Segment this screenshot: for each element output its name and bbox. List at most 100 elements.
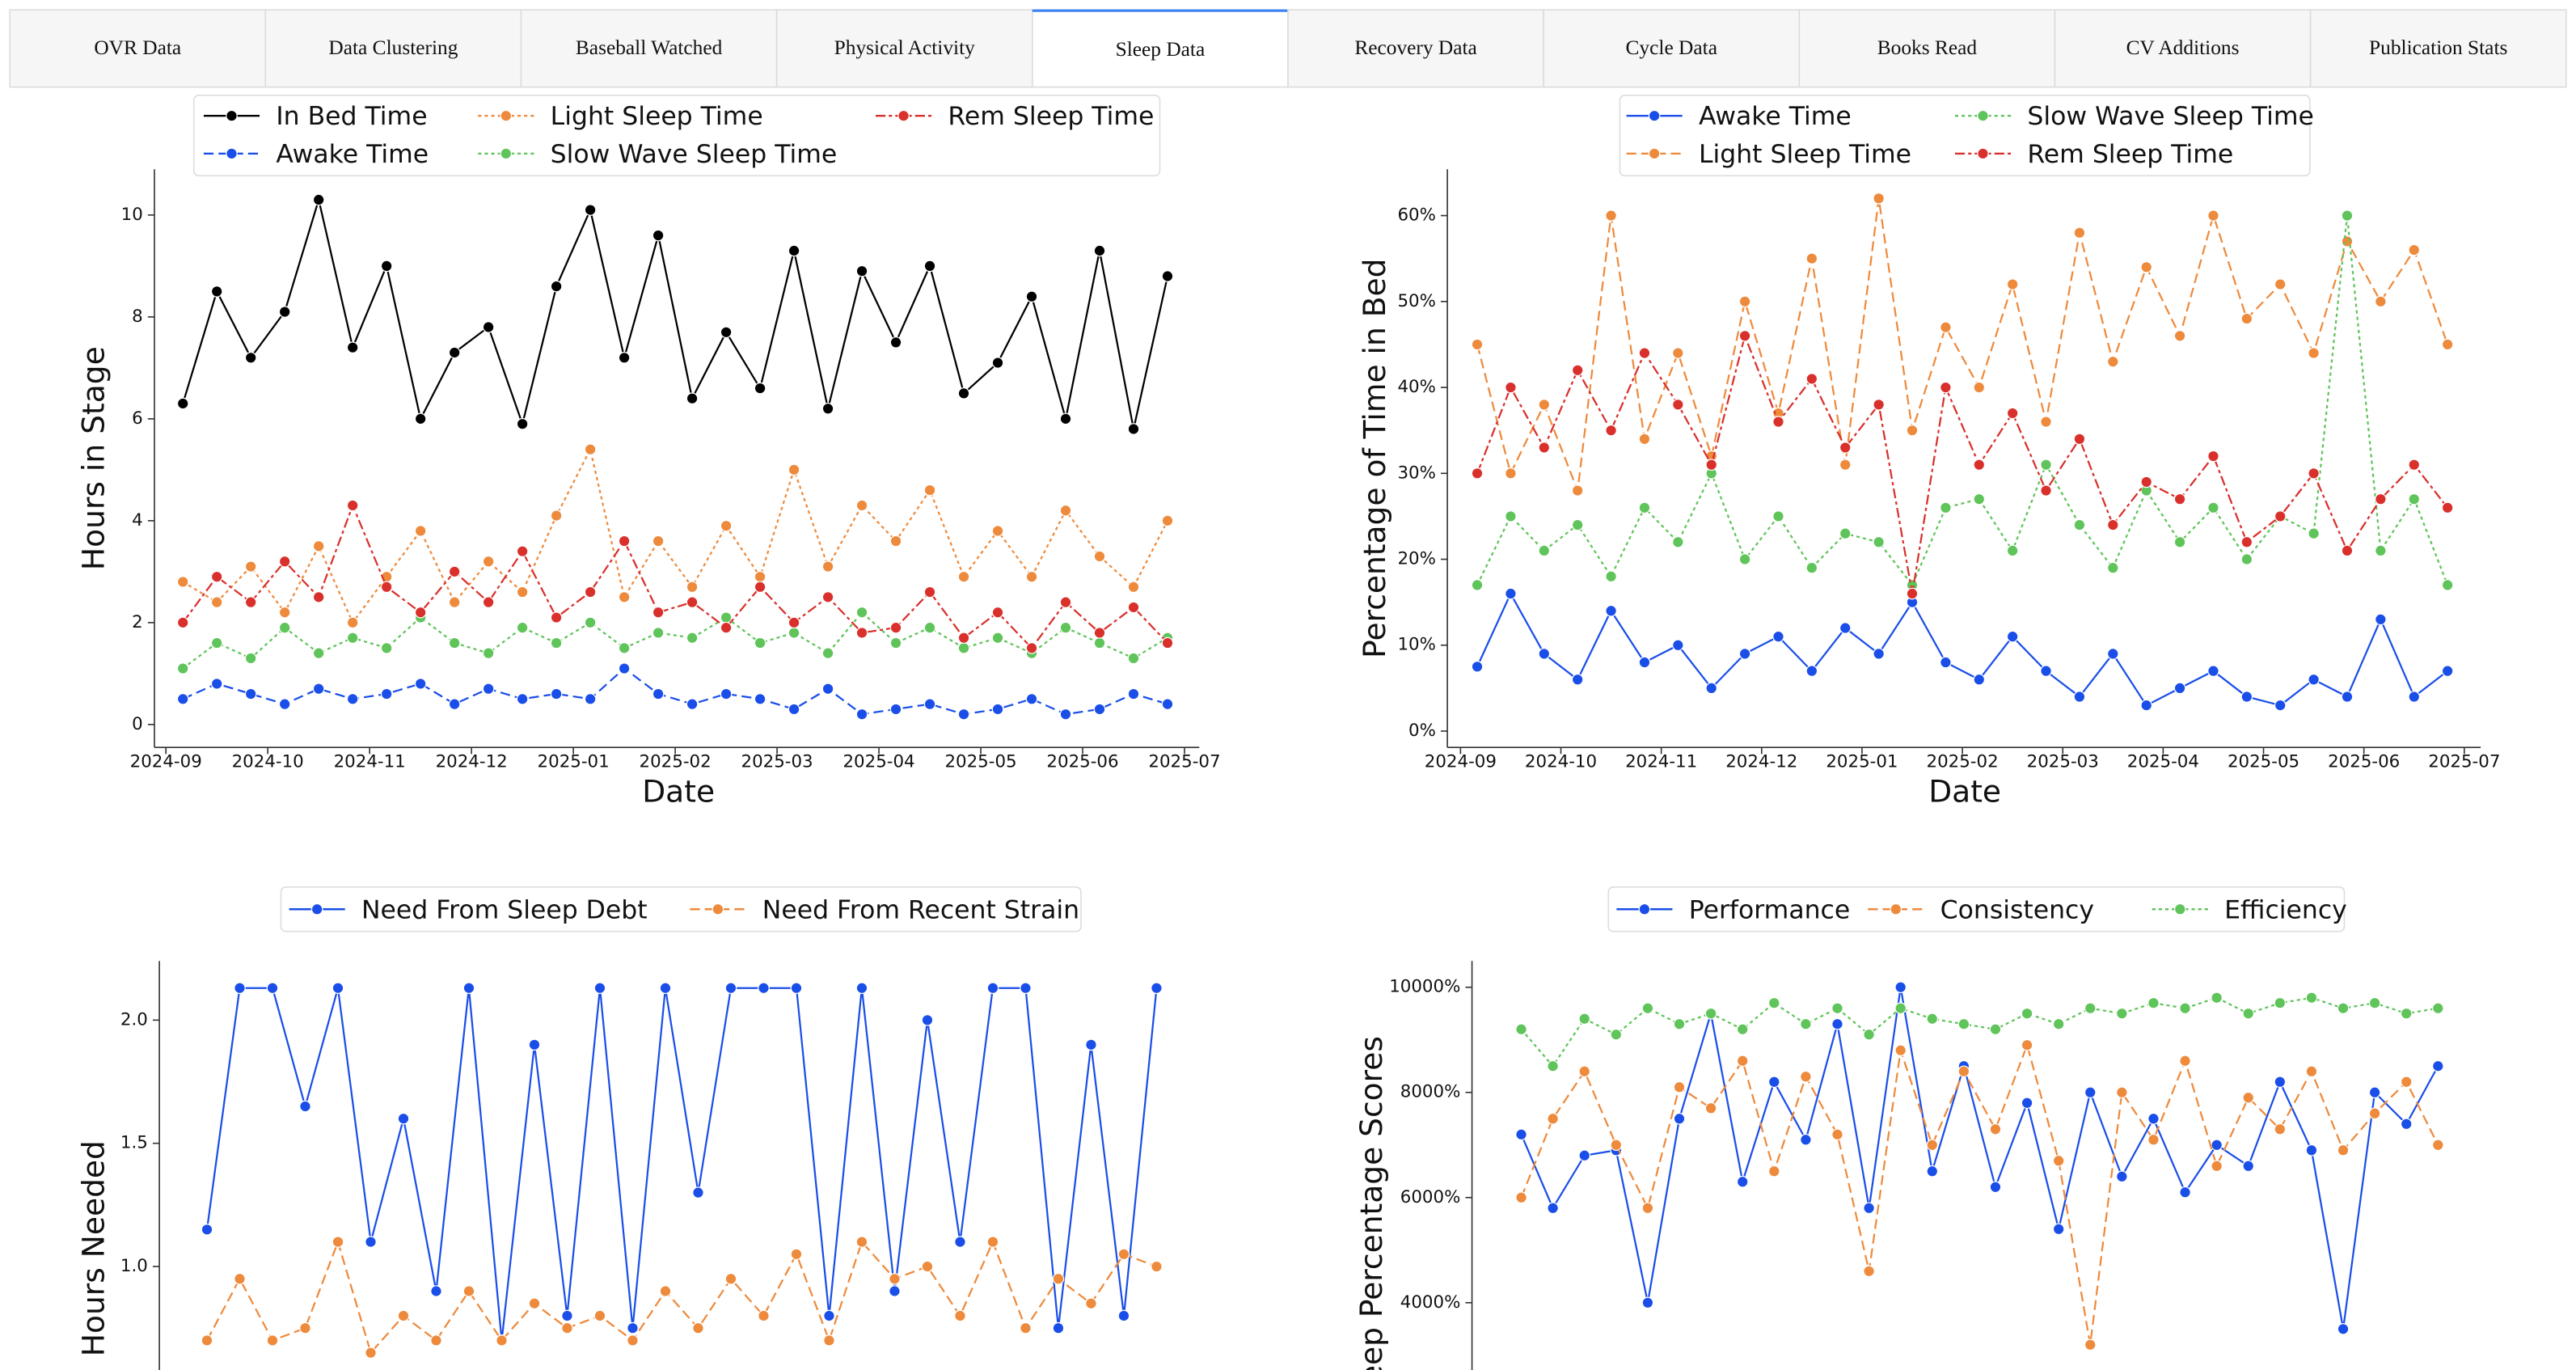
data-point — [593, 982, 606, 995]
data-point — [692, 1186, 704, 1199]
data-point — [2408, 691, 2421, 703]
data-point — [278, 306, 291, 318]
data-point — [1610, 1028, 1623, 1041]
data-point — [2006, 407, 2019, 420]
tab[interactable]: Books Read — [1798, 9, 2056, 88]
series-line — [1476, 591, 2448, 707]
tab[interactable]: Physical Activity — [775, 9, 1033, 88]
tab[interactable]: Recovery Data — [1287, 9, 1544, 88]
x-tick-label: 2025-02 — [1927, 751, 1999, 772]
data-point — [210, 570, 223, 583]
data-point — [788, 703, 800, 716]
legend-marker — [1890, 903, 1902, 915]
data-point — [2021, 1007, 2033, 1020]
data-point — [448, 596, 461, 608]
data-point — [1571, 364, 1584, 377]
legend-label: Performance — [1689, 895, 1850, 924]
data-point — [1127, 652, 1140, 665]
data-point — [1059, 708, 1072, 721]
legend-box — [1607, 886, 2346, 932]
data-point — [482, 647, 495, 659]
legend-marker — [1977, 147, 1989, 160]
data-point — [1672, 347, 1684, 359]
data-point — [332, 1236, 344, 1248]
data-point — [2308, 673, 2320, 686]
data-point — [2073, 433, 2086, 446]
data-point — [550, 687, 563, 700]
tab-label: Cycle Data — [1626, 36, 1717, 59]
data-point — [1515, 1191, 1527, 1204]
chart: 1.0 1.5 2.0 Hours Needed Need From Sleep Deb… — [75, 886, 1163, 1370]
data-point — [2084, 1002, 2097, 1015]
series-line — [182, 611, 1168, 670]
data-point — [1873, 535, 1885, 548]
tab[interactable]: Publication Stats — [2309, 9, 2567, 88]
data-point — [1767, 1076, 1780, 1089]
tab[interactable]: Cycle Data — [1543, 9, 1801, 88]
tab[interactable]: CV Additions — [2054, 9, 2312, 88]
y-tick-label: 50% — [1397, 291, 1435, 311]
data-point — [2021, 1097, 2033, 1110]
data-point — [1704, 1007, 1717, 1020]
data-point — [991, 703, 1004, 716]
data-point — [1059, 621, 1072, 634]
series-line — [1476, 332, 2448, 594]
data-point — [1059, 412, 1072, 425]
series-line — [182, 446, 1169, 625]
legend-marker — [226, 109, 238, 122]
data-point — [1117, 1248, 1130, 1261]
data-point — [2106, 561, 2119, 574]
data-point — [720, 621, 733, 634]
data-point — [1863, 1202, 1875, 1215]
data-point — [176, 662, 189, 674]
data-point — [346, 341, 359, 353]
legend-marker — [1648, 147, 1661, 160]
data-point — [550, 280, 563, 293]
data-point — [1800, 1070, 1812, 1083]
data-point — [2274, 1123, 2287, 1135]
data-point — [584, 204, 597, 216]
data-point — [1957, 1017, 1970, 1030]
data-point — [346, 499, 359, 512]
data-point — [686, 596, 699, 608]
data-point — [550, 636, 563, 649]
data-point — [1605, 424, 1617, 437]
data-point — [2173, 329, 2186, 342]
tab-background — [775, 9, 1033, 88]
legend-label: Awake Time — [276, 140, 429, 169]
data-point — [584, 586, 597, 598]
data-point — [921, 1260, 934, 1273]
data-point — [1020, 982, 1032, 995]
tab-label: Publication Stats — [2369, 36, 2507, 59]
data-point — [1736, 1175, 1749, 1188]
tab[interactable]: OVR Data — [9, 9, 267, 88]
data-point — [1738, 295, 1751, 308]
data-point — [1161, 698, 1174, 710]
data-point — [1505, 467, 1517, 480]
data-point — [855, 708, 868, 721]
data-point — [2375, 295, 2387, 308]
data-point — [2084, 1338, 2097, 1351]
data-point — [1093, 244, 1106, 257]
data-point — [2040, 416, 2052, 428]
data-point — [244, 351, 257, 364]
data-point — [659, 1285, 672, 1297]
tab[interactable]: Data Clustering — [264, 9, 522, 88]
data-point — [2441, 579, 2454, 591]
data-point — [2147, 996, 2160, 1009]
data-point — [720, 687, 733, 700]
data-point — [1571, 673, 1584, 686]
tab[interactable]: Sleep Data — [1032, 9, 1289, 88]
data-point — [516, 621, 529, 634]
tab-background — [1032, 9, 1289, 88]
data-point — [550, 510, 563, 522]
data-point — [1767, 1165, 1780, 1178]
data-point — [1151, 982, 1163, 995]
data-point — [855, 606, 868, 619]
tab[interactable]: Baseball Watched — [520, 9, 778, 88]
data-point — [176, 576, 189, 588]
data-point — [889, 703, 902, 716]
data-point — [1161, 514, 1174, 527]
